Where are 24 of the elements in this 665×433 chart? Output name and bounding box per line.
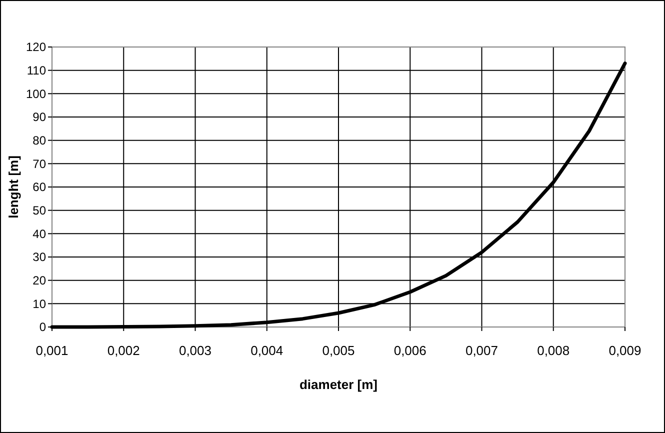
- y-tick-label: 90: [32, 110, 46, 124]
- x-tick-label: 0,001: [36, 343, 68, 358]
- y-tick-label: 40: [32, 226, 46, 241]
- y-axis-title: lenght [m]: [6, 156, 21, 218]
- x-tick-label: 0,005: [322, 343, 355, 358]
- y-tick-label: 0: [39, 320, 46, 334]
- y-tick-label: 60: [32, 180, 46, 194]
- y-tick-label: 70: [32, 156, 46, 171]
- x-tick-label: 0,009: [608, 343, 642, 358]
- y-tick-label: 50: [32, 204, 46, 218]
- x-tick-label: 0,004: [250, 343, 284, 358]
- y-tick-label: 80: [32, 134, 46, 148]
- x-tick-label: 0,003: [178, 343, 212, 358]
- y-tick-label: 20: [32, 274, 46, 288]
- x-axis-title: diameter [m]: [299, 377, 378, 392]
- y-tick-label: 120: [26, 40, 46, 54]
- y-tick-label: 30: [32, 250, 46, 264]
- x-tick-label: 0,007: [465, 343, 498, 358]
- y-tick-label: 110: [26, 64, 46, 78]
- x-tick-label: 0,006: [394, 343, 426, 358]
- x-tick-label: 0,008: [537, 343, 570, 358]
- y-tick-label: 10: [32, 296, 46, 311]
- x-tick-label: 0,002: [107, 343, 140, 358]
- y-tick-label: 100: [26, 86, 46, 101]
